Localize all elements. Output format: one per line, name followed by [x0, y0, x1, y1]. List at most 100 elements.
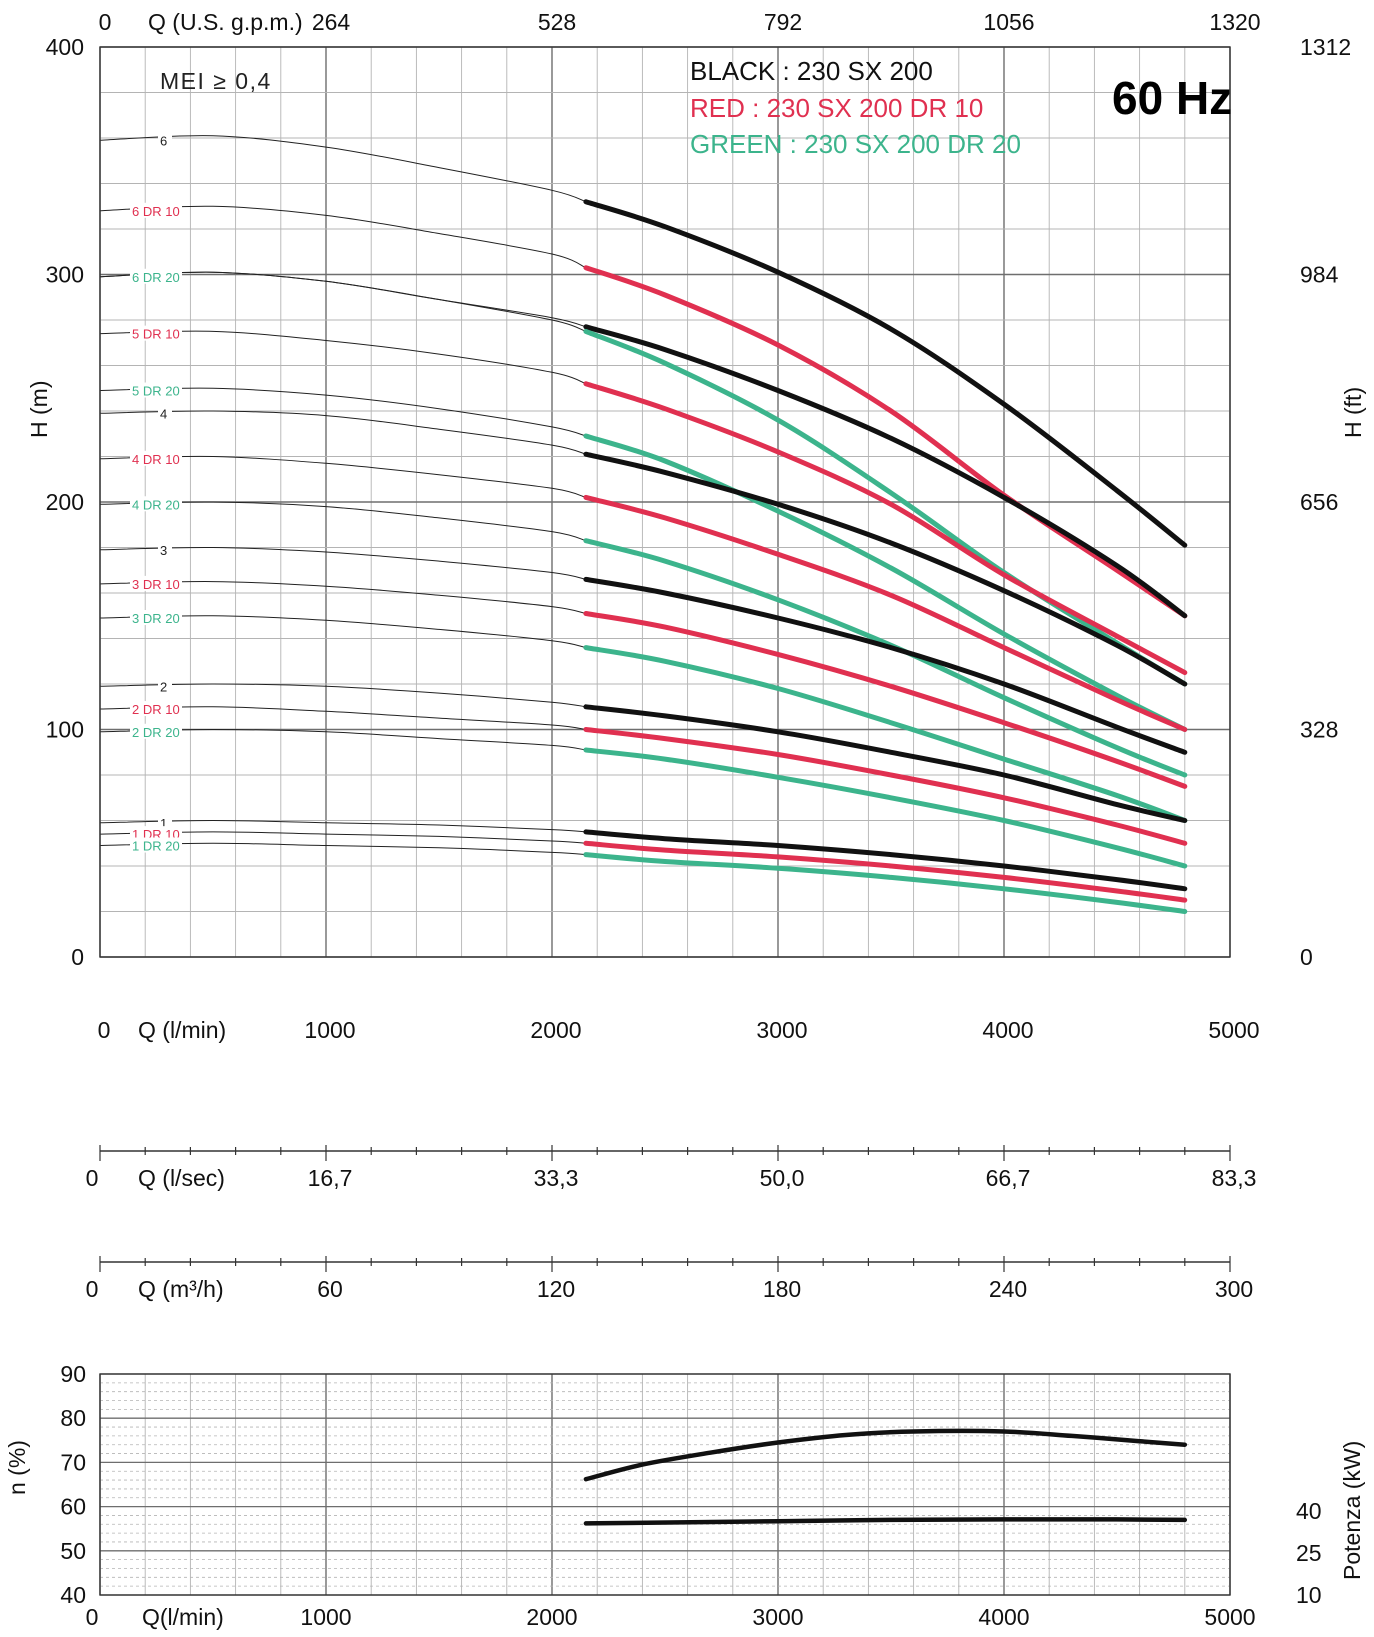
plot-frame	[99, 46, 1231, 958]
curve-label-bg	[130, 610, 182, 626]
y-tick-left: 0	[71, 944, 84, 970]
curve-label-bg	[130, 723, 182, 739]
axis-tick-label: 240	[989, 1276, 1027, 1302]
curve-ext-5-dr-10	[99, 330, 587, 385]
curve-label-bg	[158, 814, 172, 830]
curve-label-bg	[130, 450, 182, 466]
axis-tick-label: 300	[1215, 1276, 1253, 1302]
x-tick-top: 1320	[1209, 9, 1260, 35]
curve-6	[583, 199, 1188, 548]
efficiency-curves	[583, 1428, 1188, 1526]
curve-ext-4-dr-20	[99, 501, 587, 542]
main-grid	[99, 46, 1231, 958]
curve-label-4-dr-10: 4 DR 10	[132, 452, 180, 467]
axis-tick-label: 16,7	[308, 1165, 353, 1191]
x-tick-bottom: 5000	[1208, 1017, 1259, 1043]
curve-4	[583, 451, 1188, 687]
curve-ext-6	[99, 135, 587, 203]
y-tick-left: 300	[46, 262, 84, 288]
x-tick-top: 0	[99, 9, 112, 35]
curve-label-bg	[130, 837, 182, 853]
curve-label-2: 2	[160, 679, 167, 694]
curve-label-bg	[130, 382, 182, 398]
legend-green: GREEN : 230 SX 200 DR 20	[690, 129, 1021, 159]
curve-ext-3	[99, 546, 587, 580]
x-tick-bottom: 4000	[982, 1017, 1033, 1043]
curve-5	[583, 324, 1188, 619]
curve-label-bg	[130, 701, 182, 717]
legend-red: RED : 230 SX 200 DR 10	[690, 93, 983, 123]
curve-label-bg	[158, 541, 172, 557]
x-tick-top: 264	[312, 9, 351, 35]
axis-tick-label: 0	[86, 1276, 99, 1302]
y-tick-right: 0	[1300, 944, 1313, 970]
eff-y-tick-right: 25	[1296, 1540, 1322, 1566]
x-tick-bottom: 1000	[304, 1017, 355, 1043]
curve-label-bg	[130, 496, 182, 512]
curve-1-dr-10	[583, 840, 1188, 903]
curve-6-dr-10	[583, 265, 1188, 619]
eff-x-tick: 3000	[752, 1604, 803, 1630]
mei-label: MEI ≥ 0,4	[160, 68, 272, 94]
x-tick-bottom: 0	[98, 1017, 111, 1043]
eff-x-tick: 4000	[978, 1604, 1029, 1630]
curve-5-dr-20	[583, 433, 1188, 732]
curve-label-4-dr-20: 4 DR 20	[132, 497, 180, 512]
eff-y-tick-right: 10	[1296, 1582, 1322, 1608]
axis-tick-label: 60	[317, 1276, 343, 1302]
eff-y-label-right: Potenza (kW)	[1339, 1441, 1365, 1580]
eff-y-tick: 80	[60, 1405, 86, 1431]
x-tick-bottom: 3000	[756, 1017, 807, 1043]
curve-ext-4	[99, 410, 587, 455]
curve-label-5-dr-10: 5 DR 10	[132, 327, 180, 342]
y-tick-right: 328	[1300, 717, 1338, 743]
curve-label-6: 6	[160, 133, 167, 148]
curve-ext-1	[99, 819, 586, 833]
lsec-axis-label: Q (l/sec)	[138, 1165, 225, 1191]
efficiency-curve	[583, 1428, 1188, 1482]
y-tick-left: 100	[46, 717, 84, 743]
eff-y-tick-right: 40	[1296, 1498, 1322, 1524]
curve-label-bg	[130, 202, 182, 218]
curve-ext-3-dr-20	[99, 615, 586, 649]
y-tick-right: 656	[1300, 489, 1338, 515]
curve-2	[583, 704, 1188, 823]
curve-label-6-dr-20: 6 DR 20	[132, 270, 180, 285]
curve-1-dr-20	[583, 852, 1188, 914]
eff-x-tick: 5000	[1204, 1604, 1255, 1630]
y-tick-left: 400	[46, 34, 84, 60]
curve-4-dr-10	[583, 494, 1188, 732]
y-tick-right: 984	[1300, 262, 1339, 288]
eff-x-tick: 2000	[526, 1604, 577, 1630]
axis-tick-label: 0	[86, 1165, 99, 1191]
curve-label-6-dr-10: 6 DR 10	[132, 204, 180, 219]
curve-label-bg	[130, 826, 182, 842]
eff-x-label: Q(l/min)	[142, 1604, 224, 1630]
curve-ext-2-dr-20	[99, 728, 586, 751]
curve-label-3-dr-20: 3 DR 20	[132, 611, 180, 626]
curve-label-1-dr-20: 1 DR 20	[132, 839, 180, 854]
eff-y-tick: 70	[60, 1449, 86, 1475]
x-label-bottom: Q (l/min)	[138, 1017, 226, 1043]
curve-3	[583, 576, 1188, 755]
y-label-right: H (ft)	[1340, 387, 1366, 438]
curve-label-2-dr-10: 2 DR 10	[132, 702, 180, 717]
x-tick-top: 528	[538, 9, 576, 35]
eff-y-tick: 60	[60, 1494, 86, 1520]
curve-ext-3-dr-10	[99, 581, 587, 614]
axis-tick-label: 120	[537, 1276, 575, 1302]
curve-label-bg	[130, 325, 182, 341]
eff-x-tick: 0	[86, 1604, 99, 1630]
curve-label-bg	[130, 268, 182, 284]
axis-tick-label: 50,0	[760, 1165, 805, 1191]
eff-y-tick: 40	[60, 1582, 86, 1608]
efficiency-grid	[99, 1373, 1231, 1596]
curve-ext-2	[99, 683, 586, 708]
eff-plot-frame	[99, 1373, 1231, 1596]
x-tick-top: 792	[764, 9, 802, 35]
curve-ext-6-dr-20	[99, 271, 587, 332]
